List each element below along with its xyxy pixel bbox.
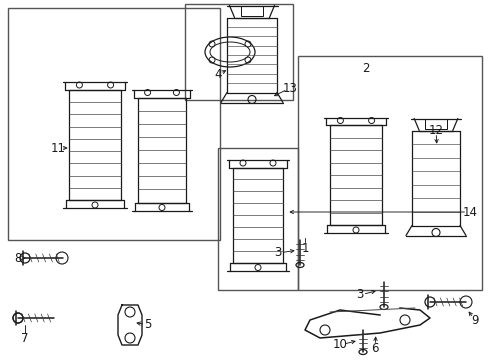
Text: 4: 4 bbox=[214, 68, 222, 81]
Text: 5: 5 bbox=[145, 319, 152, 332]
Text: 3: 3 bbox=[356, 288, 364, 302]
Bar bbox=[241, 5, 263, 15]
Text: 14: 14 bbox=[463, 206, 477, 219]
Text: 11: 11 bbox=[50, 141, 66, 154]
Text: 8: 8 bbox=[14, 252, 22, 265]
Text: 6: 6 bbox=[371, 342, 379, 355]
Bar bbox=[218, 148, 298, 290]
Text: 1: 1 bbox=[301, 242, 309, 255]
Text: 13: 13 bbox=[283, 81, 297, 94]
Text: 3: 3 bbox=[274, 247, 282, 260]
Text: 9: 9 bbox=[471, 314, 479, 327]
Bar bbox=[185, 4, 293, 100]
Bar bbox=[298, 56, 482, 290]
Text: 7: 7 bbox=[21, 332, 29, 345]
Bar bbox=[8, 8, 220, 240]
Text: 10: 10 bbox=[333, 338, 347, 351]
Text: 2: 2 bbox=[362, 62, 370, 75]
Text: 12: 12 bbox=[428, 123, 443, 136]
Bar bbox=[425, 118, 447, 129]
